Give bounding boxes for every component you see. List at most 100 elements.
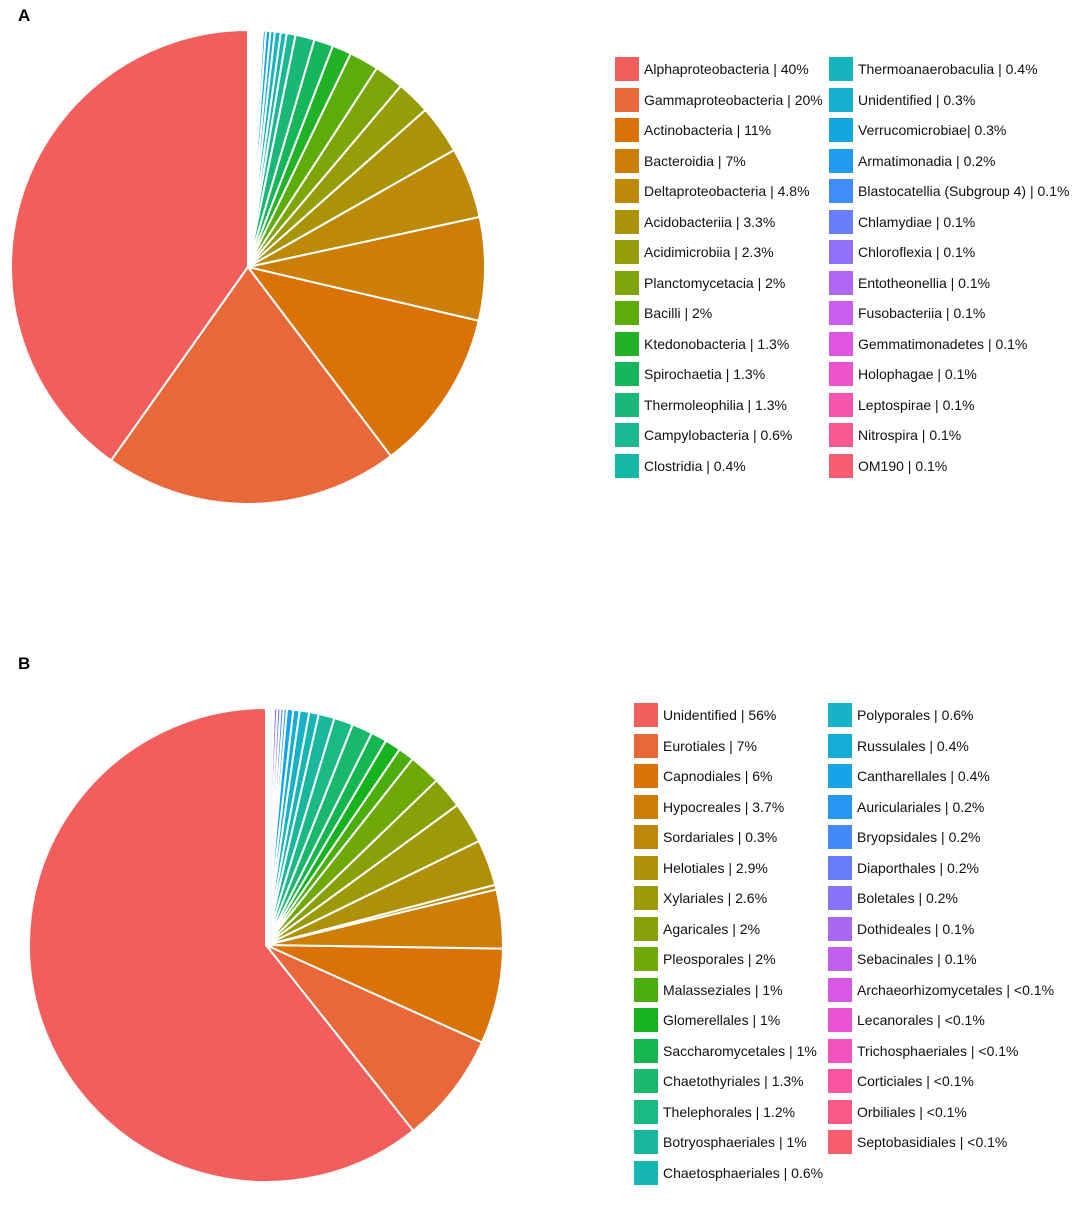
legend-swatch bbox=[828, 452, 854, 479]
legend-label: Septobasidiales | <0.1% bbox=[857, 1134, 1008, 1150]
legend-label: Pleosporales | 2% bbox=[663, 951, 776, 967]
legend-label: Bacteroidia | 7% bbox=[644, 152, 746, 169]
legend-item: Agaricales | 2% bbox=[633, 915, 761, 942]
legend-item: Campylobacteria | 0.6% bbox=[614, 422, 792, 448]
legend-item: Helotiales | 2.9% bbox=[633, 854, 768, 881]
legend-swatch bbox=[633, 1159, 659, 1186]
legend-item: Planctomycetacia | 2% bbox=[614, 269, 785, 296]
legend-label: Capnodiales | 6% bbox=[663, 768, 773, 784]
legend-swatch bbox=[614, 117, 640, 143]
legend-item: Bacilli | 2% bbox=[614, 300, 712, 326]
legend-label: Entotheonellia | 0.1% bbox=[858, 274, 991, 291]
legend-swatch bbox=[828, 300, 854, 326]
legend-item: Acidobacteriia | 3.3% bbox=[614, 208, 775, 235]
legend-item: Bryopsidales | 0.2% bbox=[827, 824, 980, 850]
legend-label: Campylobacteria | 0.6% bbox=[644, 427, 793, 443]
legend-swatch bbox=[827, 1037, 853, 1064]
legend-item: Chloroflexia | 0.1% bbox=[828, 239, 975, 265]
legend-swatch bbox=[828, 208, 854, 235]
legend-swatch bbox=[828, 56, 854, 82]
legend-item: Boletales | 0.2% bbox=[827, 885, 958, 911]
legend-item: Unidentified | 0.3% bbox=[828, 86, 975, 113]
legend-swatch bbox=[828, 269, 854, 296]
legend-swatch bbox=[827, 1068, 853, 1094]
legend-swatch bbox=[828, 178, 854, 204]
legend-item: Diaporthales | 0.2% bbox=[827, 854, 979, 881]
legend-item: Thermoanaerobaculia | 0.4% bbox=[828, 56, 1038, 82]
legend-label: Helotiales | 2.9% bbox=[663, 859, 768, 876]
pie-a-slice-4 bbox=[247, 215, 486, 322]
legend-label: Archaeorhizomycetales | <0.1% bbox=[857, 981, 1055, 998]
legend-swatch bbox=[827, 946, 853, 972]
legend-item: Russulales | 0.4% bbox=[827, 732, 969, 759]
legend-swatch bbox=[633, 763, 659, 789]
legend-item: Chaetosphaeriales | 0.6% bbox=[633, 1159, 824, 1186]
legend-label: OM190 | 0.1% bbox=[858, 457, 948, 474]
legend-swatch bbox=[828, 330, 854, 357]
legend-item: Nitrospira | 0.1% bbox=[828, 422, 961, 448]
legend-label: Boletales | 0.2% bbox=[857, 890, 958, 906]
legend-item: OM190 | 0.1% bbox=[828, 452, 948, 479]
legend-label: Saccharomycetales | 1% bbox=[663, 1042, 817, 1059]
legend-label: Hypocreales | 3.7% bbox=[663, 798, 785, 815]
legend-swatch bbox=[827, 763, 853, 789]
legend-item: Spirochaetia | 1.3% bbox=[614, 361, 765, 387]
legend-label: Auriculariales | 0.2% bbox=[857, 798, 985, 815]
legend-swatch bbox=[614, 330, 640, 357]
legend-swatch bbox=[827, 885, 853, 911]
pie-a-slice-28 bbox=[247, 28, 251, 268]
legend-swatch bbox=[633, 793, 659, 820]
legend-label: Chloroflexia | 0.1% bbox=[858, 244, 976, 260]
legend-label: Chaetothyriales | 1.3% bbox=[663, 1073, 804, 1089]
legend-label: Gemmatimonadetes | 0.1% bbox=[858, 335, 1028, 352]
legend-item: Septobasidiales | <0.1% bbox=[827, 1129, 1007, 1155]
legend-swatch bbox=[633, 885, 659, 911]
legend-swatch bbox=[828, 117, 854, 143]
legend-label: Acidimicrobiia | 2.3% bbox=[644, 244, 774, 260]
legend-label: Spirochaetia | 1.3% bbox=[644, 366, 766, 382]
legend-swatch bbox=[828, 391, 854, 418]
legend-swatch bbox=[614, 86, 640, 113]
legend-label: Gammaproteobacteria | 20% bbox=[644, 91, 823, 108]
legend-item: Leptospirae | 0.1% bbox=[828, 391, 975, 418]
legend-swatch bbox=[633, 824, 659, 850]
legend-label: Xylariales | 2.6% bbox=[663, 890, 768, 906]
legend-swatch bbox=[828, 147, 854, 174]
legend-item: Eurotiales | 7% bbox=[633, 732, 757, 759]
legend-item: Lecanorales | <0.1% bbox=[827, 1007, 985, 1033]
legend-label: Chaetosphaeriales | 0.6% bbox=[663, 1164, 824, 1181]
legend-label: Agaricales | 2% bbox=[663, 920, 761, 937]
legend-swatch bbox=[828, 422, 854, 448]
legend-label: Armatimonadia | 0.2% bbox=[858, 152, 996, 169]
legend-item: Thelephorales | 1.2% bbox=[633, 1098, 795, 1125]
legend-swatch bbox=[827, 1129, 853, 1155]
legend-label: Thermoleophilia | 1.3% bbox=[644, 396, 787, 413]
legend-item: Dothideales | 0.1% bbox=[827, 915, 974, 942]
legend-swatch bbox=[827, 854, 853, 881]
legend-item: Clostridia | 0.4% bbox=[614, 452, 746, 479]
legend-label: Holophagae | 0.1% bbox=[858, 366, 977, 382]
legend-swatch bbox=[614, 147, 640, 174]
legend-label: Fusobacteriia | 0.1% bbox=[858, 305, 986, 321]
legend-swatch bbox=[614, 269, 640, 296]
legend-item: Pleosporales | 2% bbox=[633, 946, 776, 972]
panel-b-letter: B bbox=[18, 654, 31, 673]
legend-item: Verrucomicrobiae| 0.3% bbox=[828, 117, 1006, 143]
legend-label: Deltaproteobacteria | 4.8% bbox=[644, 183, 810, 199]
legend-item: Auriculariales | 0.2% bbox=[827, 793, 985, 820]
legend-item: Glomerellales | 1% bbox=[633, 1007, 780, 1033]
legend-label: Lecanorales | <0.1% bbox=[857, 1012, 985, 1028]
legend-label: Sordariales | 0.3% bbox=[663, 829, 778, 845]
pie-a-slice-1 bbox=[10, 29, 249, 462]
legend-item: Blastocatellia (Subgroup 4) | 0.1% bbox=[828, 178, 1069, 204]
pie-chart-a bbox=[10, 28, 486, 505]
legend-label: Eurotiales | 7% bbox=[663, 737, 757, 754]
pie-a-slice-2 bbox=[110, 266, 392, 505]
legend-label: Alphaproteobacteria | 40% bbox=[644, 61, 809, 77]
legend-label: Nitrospira | 0.1% bbox=[858, 427, 962, 443]
legend-item: Cantharellales | 0.4% bbox=[827, 763, 990, 789]
legend-item: Holophagae | 0.1% bbox=[828, 361, 977, 387]
legend-swatch bbox=[827, 976, 853, 1003]
legend-swatch bbox=[633, 1129, 659, 1155]
legend-item: Alphaproteobacteria | 40% bbox=[614, 56, 809, 82]
